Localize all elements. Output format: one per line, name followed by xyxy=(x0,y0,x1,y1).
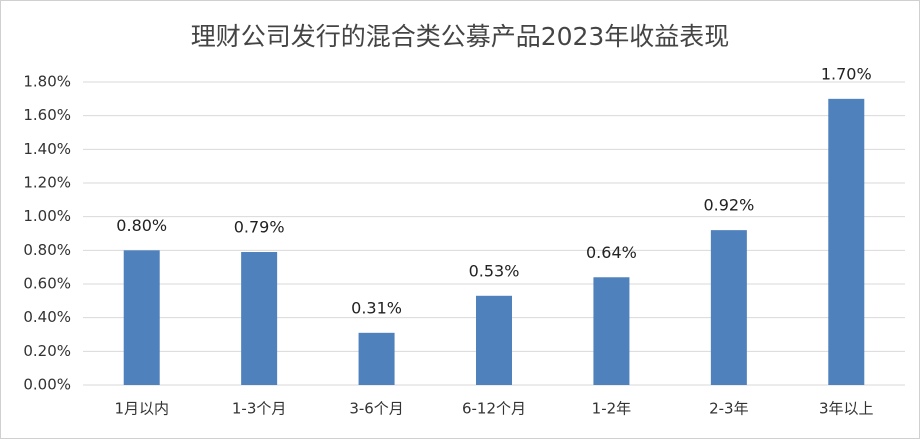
x-tick-label: 3年以上 xyxy=(819,400,874,418)
y-tick-label: 1.00% xyxy=(23,207,71,225)
y-tick-label: 0.60% xyxy=(23,275,71,293)
y-tick-label: 1.80% xyxy=(23,73,71,91)
bar xyxy=(710,230,747,385)
y-tick-label: 0.40% xyxy=(23,308,71,326)
bar xyxy=(123,250,160,385)
y-tick-label: 0.20% xyxy=(23,342,71,360)
data-label: 0.64% xyxy=(586,243,637,262)
y-tick-label: 0.00% xyxy=(23,376,71,394)
chart-title: 理财公司发行的混合类公募产品2023年收益表现 xyxy=(191,22,730,51)
data-label: 0.92% xyxy=(703,196,754,215)
data-label: 1.70% xyxy=(821,64,872,83)
bar xyxy=(593,277,630,385)
data-label: 0.31% xyxy=(351,298,402,317)
data-label: 0.80% xyxy=(116,216,167,235)
x-tick-label: 1月以内 xyxy=(114,400,169,418)
x-tick-label: 6-12个月 xyxy=(462,400,526,418)
y-tick-label: 0.80% xyxy=(23,241,71,259)
x-tick-label: 1-2年 xyxy=(592,400,632,418)
data-label: 0.53% xyxy=(469,261,520,280)
bar xyxy=(476,295,512,385)
bar xyxy=(828,98,865,385)
x-tick-label: 3-6个月 xyxy=(349,400,404,418)
y-tick-label: 1.40% xyxy=(23,140,71,158)
x-tick-label: 1-3个月 xyxy=(232,400,287,418)
data-label: 0.79% xyxy=(234,218,285,237)
bar xyxy=(241,252,278,385)
y-tick-label: 1.20% xyxy=(23,174,71,192)
bar xyxy=(358,332,395,385)
y-tick-label: 1.60% xyxy=(23,106,71,124)
x-tick-label: 2-3年 xyxy=(709,400,749,418)
